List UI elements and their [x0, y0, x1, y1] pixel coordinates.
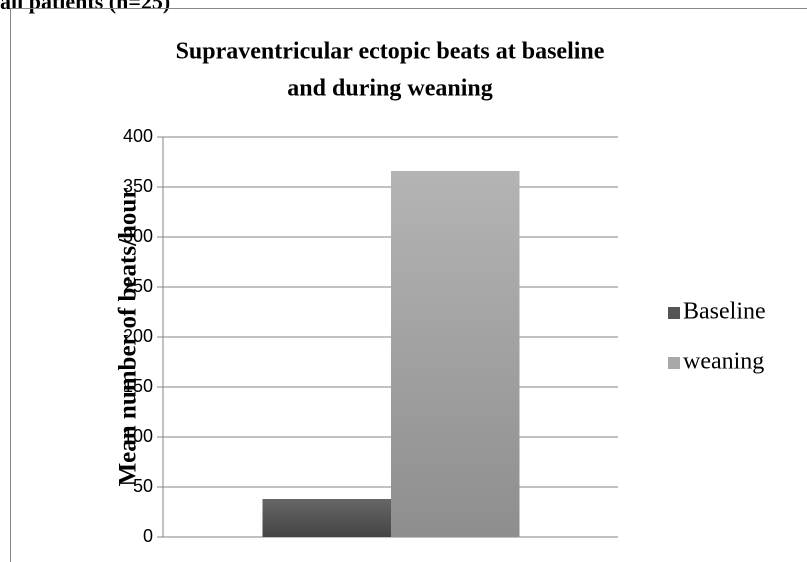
y-tick-label: 100: [123, 426, 153, 446]
y-tick-label: 350: [123, 176, 153, 196]
legend-label: weaning: [683, 349, 764, 375]
y-axis-label: Mean number of beats/hour: [115, 188, 142, 487]
chart-title: and during weaning: [287, 76, 492, 102]
y-tick-label: 50: [133, 476, 153, 496]
y-tick-label: 200: [123, 326, 153, 346]
chart-border: [10, 8, 807, 562]
bar: [262, 499, 391, 537]
y-tick-label: 400: [123, 126, 153, 146]
legend-swatch: [668, 307, 680, 319]
y-tick-label: 300: [123, 226, 153, 246]
legend-label: Baseline: [683, 299, 766, 325]
caption: all patients (n=25): [0, 0, 170, 14]
y-tick-label: 150: [123, 376, 153, 396]
bar: [391, 171, 520, 537]
legend-swatch: [668, 357, 680, 369]
y-tick-label: 0: [143, 526, 153, 546]
chart-title: Supraventricular ectopic beats at baseli…: [176, 39, 605, 65]
y-tick-label: 250: [123, 276, 153, 296]
